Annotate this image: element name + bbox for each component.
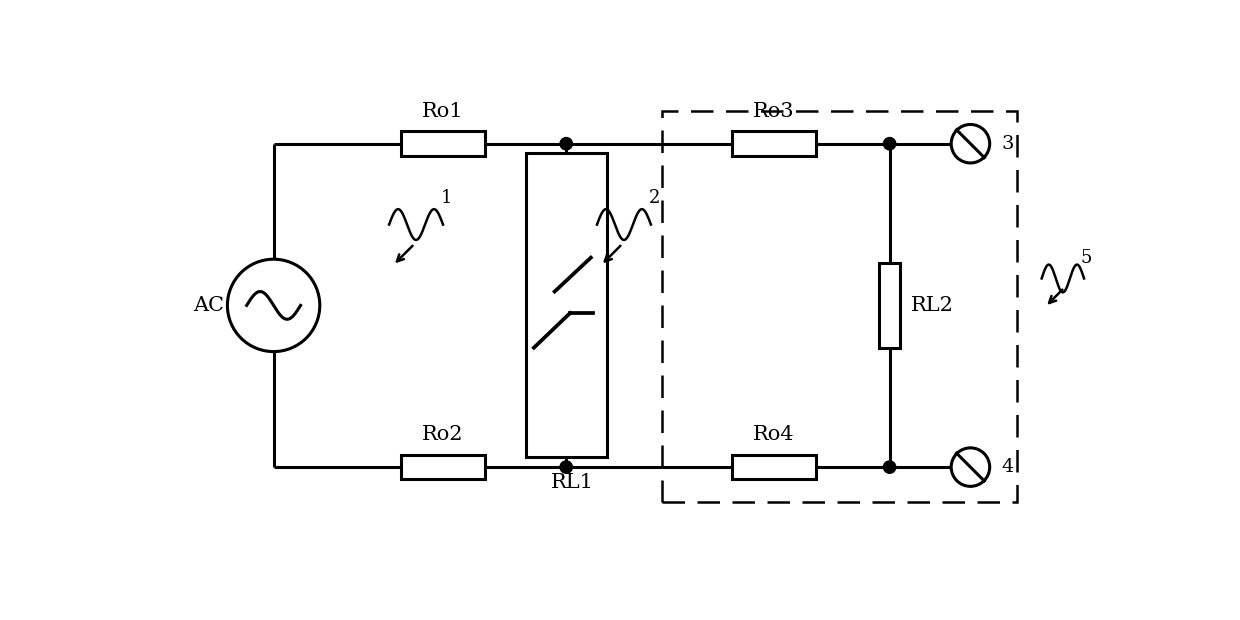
Bar bbox=[401, 131, 485, 156]
Text: Ro4: Ro4 bbox=[754, 425, 795, 445]
Text: 1: 1 bbox=[441, 188, 453, 206]
Text: 3: 3 bbox=[1001, 135, 1014, 153]
Text: 4: 4 bbox=[1001, 458, 1013, 476]
Text: RL2: RL2 bbox=[911, 296, 954, 315]
Bar bbox=[732, 455, 816, 479]
Text: Ro3: Ro3 bbox=[753, 102, 795, 121]
Bar bbox=[401, 455, 485, 479]
Circle shape bbox=[883, 138, 895, 150]
Text: Ro2: Ro2 bbox=[423, 425, 464, 445]
Text: Ro1: Ro1 bbox=[422, 102, 464, 121]
Bar bbox=[879, 263, 900, 348]
Bar bbox=[662, 112, 1017, 502]
Circle shape bbox=[560, 461, 573, 473]
Text: 2: 2 bbox=[649, 188, 661, 206]
Text: 5: 5 bbox=[1080, 249, 1091, 267]
Circle shape bbox=[883, 461, 895, 473]
Text: RL1: RL1 bbox=[551, 472, 594, 492]
Bar bbox=[732, 131, 816, 156]
Text: AC: AC bbox=[192, 296, 223, 315]
Bar bbox=[526, 153, 606, 458]
Circle shape bbox=[560, 138, 573, 150]
